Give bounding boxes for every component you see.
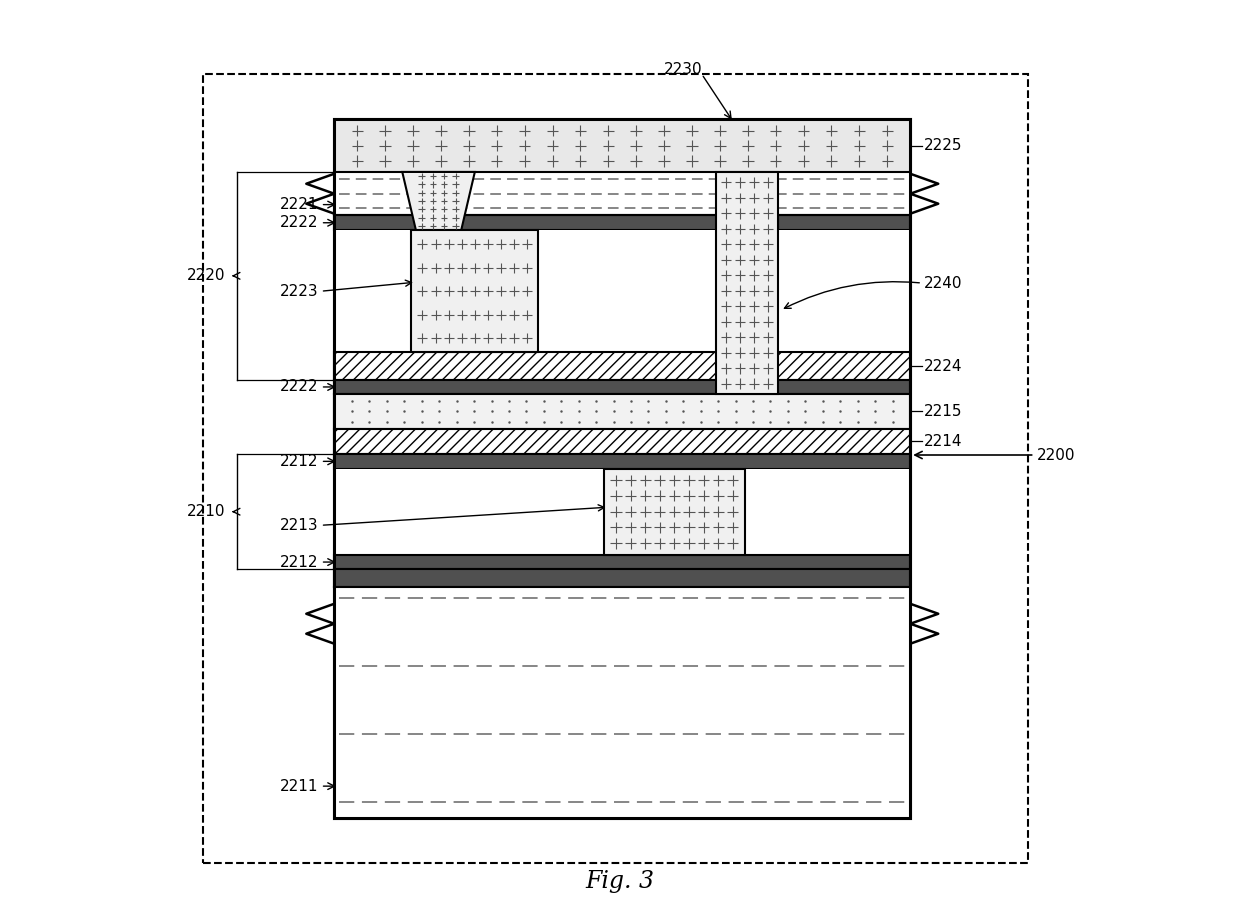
Text: 2200: 2200 bbox=[1038, 448, 1076, 462]
Text: 2230: 2230 bbox=[665, 62, 703, 77]
Text: 2215: 2215 bbox=[924, 404, 962, 419]
Bar bbox=[412, 230, 538, 352]
Text: 2220: 2220 bbox=[187, 268, 226, 283]
Bar bbox=[335, 216, 910, 230]
Bar bbox=[335, 119, 910, 818]
Text: 2214: 2214 bbox=[924, 434, 962, 449]
Text: 2212: 2212 bbox=[280, 454, 319, 469]
Text: 2222: 2222 bbox=[280, 216, 319, 230]
Bar bbox=[335, 469, 910, 555]
Text: 2210: 2210 bbox=[187, 504, 226, 520]
Bar bbox=[335, 379, 910, 394]
Text: 2223: 2223 bbox=[280, 284, 319, 298]
Text: 2213: 2213 bbox=[280, 518, 319, 533]
Text: 2224: 2224 bbox=[924, 359, 962, 374]
Bar bbox=[604, 469, 745, 555]
Bar bbox=[335, 119, 910, 818]
Bar bbox=[335, 352, 910, 379]
Text: 2211: 2211 bbox=[280, 779, 319, 794]
Bar bbox=[335, 555, 910, 570]
Text: 2225: 2225 bbox=[924, 138, 962, 153]
Bar bbox=[335, 172, 910, 216]
Bar bbox=[335, 119, 910, 172]
Bar bbox=[335, 570, 910, 588]
Polygon shape bbox=[402, 172, 475, 230]
Bar bbox=[335, 588, 910, 818]
Text: 2221: 2221 bbox=[280, 197, 319, 212]
Bar bbox=[202, 74, 1028, 864]
Text: 2222: 2222 bbox=[280, 379, 319, 394]
Text: 2212: 2212 bbox=[280, 554, 319, 570]
Bar bbox=[335, 230, 910, 352]
Bar bbox=[717, 172, 777, 394]
Bar bbox=[335, 429, 910, 454]
Bar bbox=[335, 454, 910, 469]
Bar bbox=[335, 394, 910, 429]
Text: Fig. 3: Fig. 3 bbox=[585, 870, 655, 893]
Text: 2240: 2240 bbox=[924, 276, 962, 290]
